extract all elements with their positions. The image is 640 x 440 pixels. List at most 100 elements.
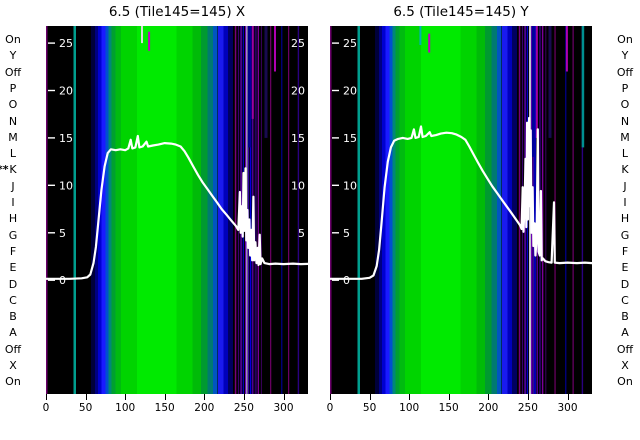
channel-label: H	[8, 212, 18, 226]
channel-label-row: L	[612, 146, 638, 162]
channel-label: P	[621, 81, 629, 95]
channel-label: E	[9, 261, 17, 275]
channel-label: On	[617, 375, 633, 389]
spectrum-band	[382, 26, 386, 394]
channel-label: Off	[4, 65, 22, 79]
x-tick-label: 150	[154, 402, 175, 414]
x-tick-mark	[527, 394, 529, 400]
spectrum-band	[392, 26, 396, 394]
x-tick-mark	[283, 394, 285, 400]
channel-label-row: B	[0, 309, 26, 325]
y-tick-label-right: 25	[291, 37, 305, 50]
spectrum-patch	[148, 31, 151, 51]
x-tick-label: 100	[399, 402, 420, 414]
spectrum-band	[405, 26, 421, 394]
spectrum-band	[95, 26, 99, 394]
spectrum-band	[476, 26, 486, 394]
spectrum-band	[497, 26, 502, 394]
spectrum-patch	[264, 26, 268, 138]
spectrum-patch	[535, 26, 538, 138]
spectrum-band	[512, 26, 517, 394]
channel-label: A	[621, 326, 629, 340]
spectrum-stripe	[330, 26, 332, 394]
spectrum-band	[76, 26, 92, 394]
channel-label-row: O	[612, 97, 638, 113]
spectrum-band	[46, 26, 74, 394]
channel-label: C	[621, 293, 629, 307]
spectrum-band	[91, 26, 96, 394]
spectrum-patch	[274, 26, 276, 72]
channel-label-row: E	[0, 260, 26, 276]
channel-label: D	[8, 277, 18, 291]
x-tick-label: 250	[517, 402, 538, 414]
x-tick-mark	[243, 394, 245, 400]
spectrum-stripe	[254, 26, 257, 394]
channel-label-row: X	[0, 358, 26, 374]
channel-label-row: A	[0, 325, 26, 341]
bandpass-line	[44, 134, 310, 280]
x-tick-mark	[330, 394, 331, 400]
selected-row-marker: **	[0, 163, 9, 177]
x-tick-label: 0	[326, 402, 334, 414]
channel-label: G	[620, 228, 630, 242]
spectrum-patch	[581, 26, 585, 148]
spectrum-stripe	[572, 26, 574, 394]
channel-label-row: P	[612, 81, 638, 97]
y-tick-label: 5	[343, 227, 350, 240]
spectrum-band	[101, 26, 106, 394]
spectrum-patch	[141, 26, 143, 44]
channel-label-row: H	[612, 211, 638, 227]
right-channel-axis: On Y Off P O N M L K J I H G F E D C B A Off X On	[612, 0, 638, 440]
channel-label-row: P	[0, 81, 26, 97]
channel-label: M	[8, 130, 18, 144]
y-tick-label: 20	[343, 85, 357, 98]
channel-label-row: I	[612, 195, 638, 211]
spectrum-band	[421, 26, 461, 394]
y-tick-label: 15	[59, 132, 73, 145]
y-tick-label: 0	[343, 274, 350, 287]
x-tick-mark	[204, 394, 206, 400]
x-tick-label: 200	[478, 402, 499, 414]
y-tick-label-right: 20	[291, 85, 305, 98]
spectrum-band	[389, 26, 393, 394]
x-tick-label: 0	[42, 402, 50, 414]
channel-label-row: G	[0, 228, 26, 244]
y-tick-label-right: 15	[291, 132, 305, 145]
y-tick-label: 20	[59, 85, 73, 98]
spectrum-stripe	[581, 26, 584, 394]
y-tick-label: 5	[59, 227, 66, 240]
panel-y-plot: 25 20 15 10 5 0	[328, 26, 594, 394]
channel-label-row: K	[612, 162, 638, 178]
bandpass-line	[328, 116, 594, 280]
channel-label-row: N	[0, 114, 26, 130]
spectrum-stripe	[529, 26, 531, 394]
y-tick-label: 25	[343, 37, 357, 50]
channel-label: D	[620, 277, 630, 291]
channel-label-row: M	[0, 130, 26, 146]
channel-label: B	[621, 310, 629, 324]
channel-label-row: X	[612, 358, 638, 374]
channel-label-row: On	[0, 32, 26, 48]
channel-label: J	[623, 179, 627, 193]
spectrum-band	[213, 26, 218, 394]
panel-y-title: 6.5 (Tile145=145) Y	[393, 4, 529, 20]
spectrum-stripe	[234, 26, 237, 394]
x-tick-label: 250	[233, 402, 254, 414]
channel-label: L	[9, 147, 17, 161]
channel-label: F	[621, 244, 629, 258]
x-tick-label: 200	[194, 402, 215, 414]
channel-label-row: D	[0, 277, 26, 293]
spectrum-band	[395, 26, 400, 394]
x-tick-label: 50	[78, 402, 93, 414]
panel-x-plot: 25 20 15 10 5 0 25 20 15 10 5	[44, 26, 310, 394]
channel-label: F	[9, 244, 17, 258]
channel-label-row: Off	[0, 342, 26, 358]
channel-label: P	[9, 81, 17, 95]
channel-label: L	[621, 147, 629, 161]
channel-label-row: **K	[0, 162, 26, 178]
channel-label-row: C	[612, 293, 638, 309]
channel-label-row: H	[0, 211, 26, 227]
channel-label-row: M	[612, 130, 638, 146]
channel-label: C	[9, 293, 17, 307]
x-tick-mark	[567, 394, 569, 400]
